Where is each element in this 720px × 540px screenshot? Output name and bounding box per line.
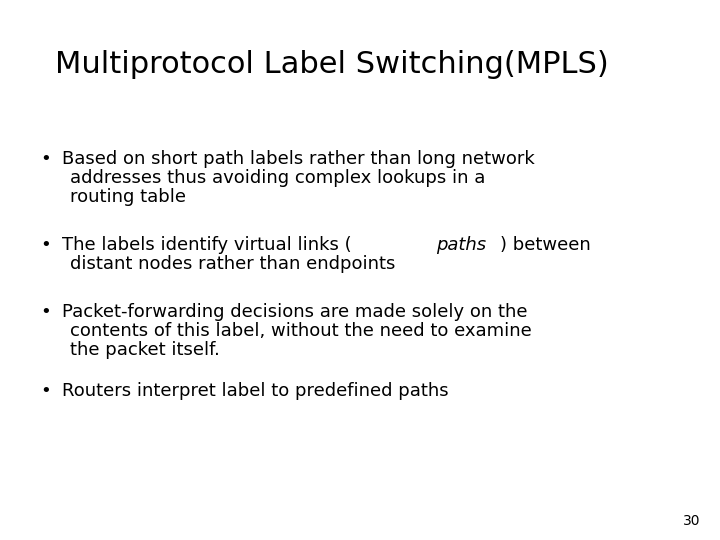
Text: •: • (40, 150, 50, 168)
Text: addresses thus avoiding complex lookups in a: addresses thus avoiding complex lookups … (70, 169, 485, 187)
Text: ) between: ) between (500, 236, 591, 254)
Text: the packet itself.: the packet itself. (70, 341, 220, 359)
Text: The labels identify virtual links (: The labels identify virtual links ( (62, 236, 351, 254)
Text: contents of this label, without the need to examine: contents of this label, without the need… (70, 322, 532, 340)
Text: Packet-forwarding decisions are made solely on the: Packet-forwarding decisions are made sol… (62, 303, 528, 321)
Text: distant nodes rather than endpoints: distant nodes rather than endpoints (70, 255, 395, 273)
Text: routing table: routing table (70, 188, 186, 206)
Text: Multiprotocol Label Switching(MPLS): Multiprotocol Label Switching(MPLS) (55, 50, 608, 79)
Text: •: • (40, 236, 50, 254)
Text: Based on short path labels rather than long network: Based on short path labels rather than l… (62, 150, 535, 168)
Text: Routers interpret label to predefined paths: Routers interpret label to predefined pa… (62, 382, 449, 400)
Text: •: • (40, 303, 50, 321)
Text: paths: paths (436, 236, 486, 254)
Text: 30: 30 (683, 514, 700, 528)
Text: •: • (40, 382, 50, 400)
